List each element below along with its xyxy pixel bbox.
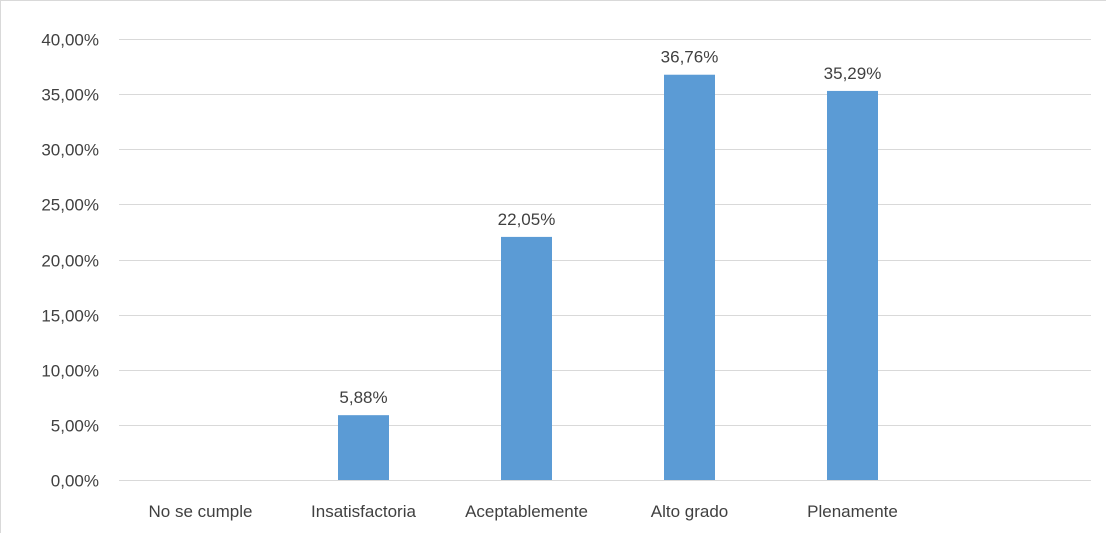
y-tick-label: 5,00% [51,417,99,436]
x-category-label: Insatisfactoria [311,502,416,521]
bar [501,236,552,480]
bar [827,90,878,481]
bar [338,415,389,480]
x-category-label: Alto grado [651,502,729,521]
x-category-label: No se cumple [149,502,253,521]
bars [338,74,878,481]
data-labels: 5,88% 22,05% 36,76% 35,29% [339,48,881,407]
data-label: 36,76% [661,48,719,67]
bar [664,74,715,480]
data-label: 5,88% [339,388,387,407]
y-tick-label: 20,00% [41,252,99,271]
y-tick-label: 35,00% [41,86,99,105]
y-tick-label: 25,00% [41,196,99,215]
x-axis-categories: No se cumple Insatisfactoria Aceptablement… [149,502,898,521]
data-label: 22,05% [498,210,556,229]
data-label: 35,29% [824,64,882,83]
x-category-label: Plenamente [807,502,898,521]
y-tick-label: 30,00% [41,141,99,160]
y-tick-label: 15,00% [41,307,99,326]
x-category-label: Aceptablemente [465,502,588,521]
y-tick-label: 40,00% [41,31,99,50]
y-tick-label: 10,00% [41,362,99,381]
y-tick-label: 0,00% [51,472,99,491]
gridlines [119,39,1091,481]
y-axis-ticks: 0,00% 5,00% 10,00% 15,00% 20,00% 25,00% 30,00%… [41,31,99,491]
